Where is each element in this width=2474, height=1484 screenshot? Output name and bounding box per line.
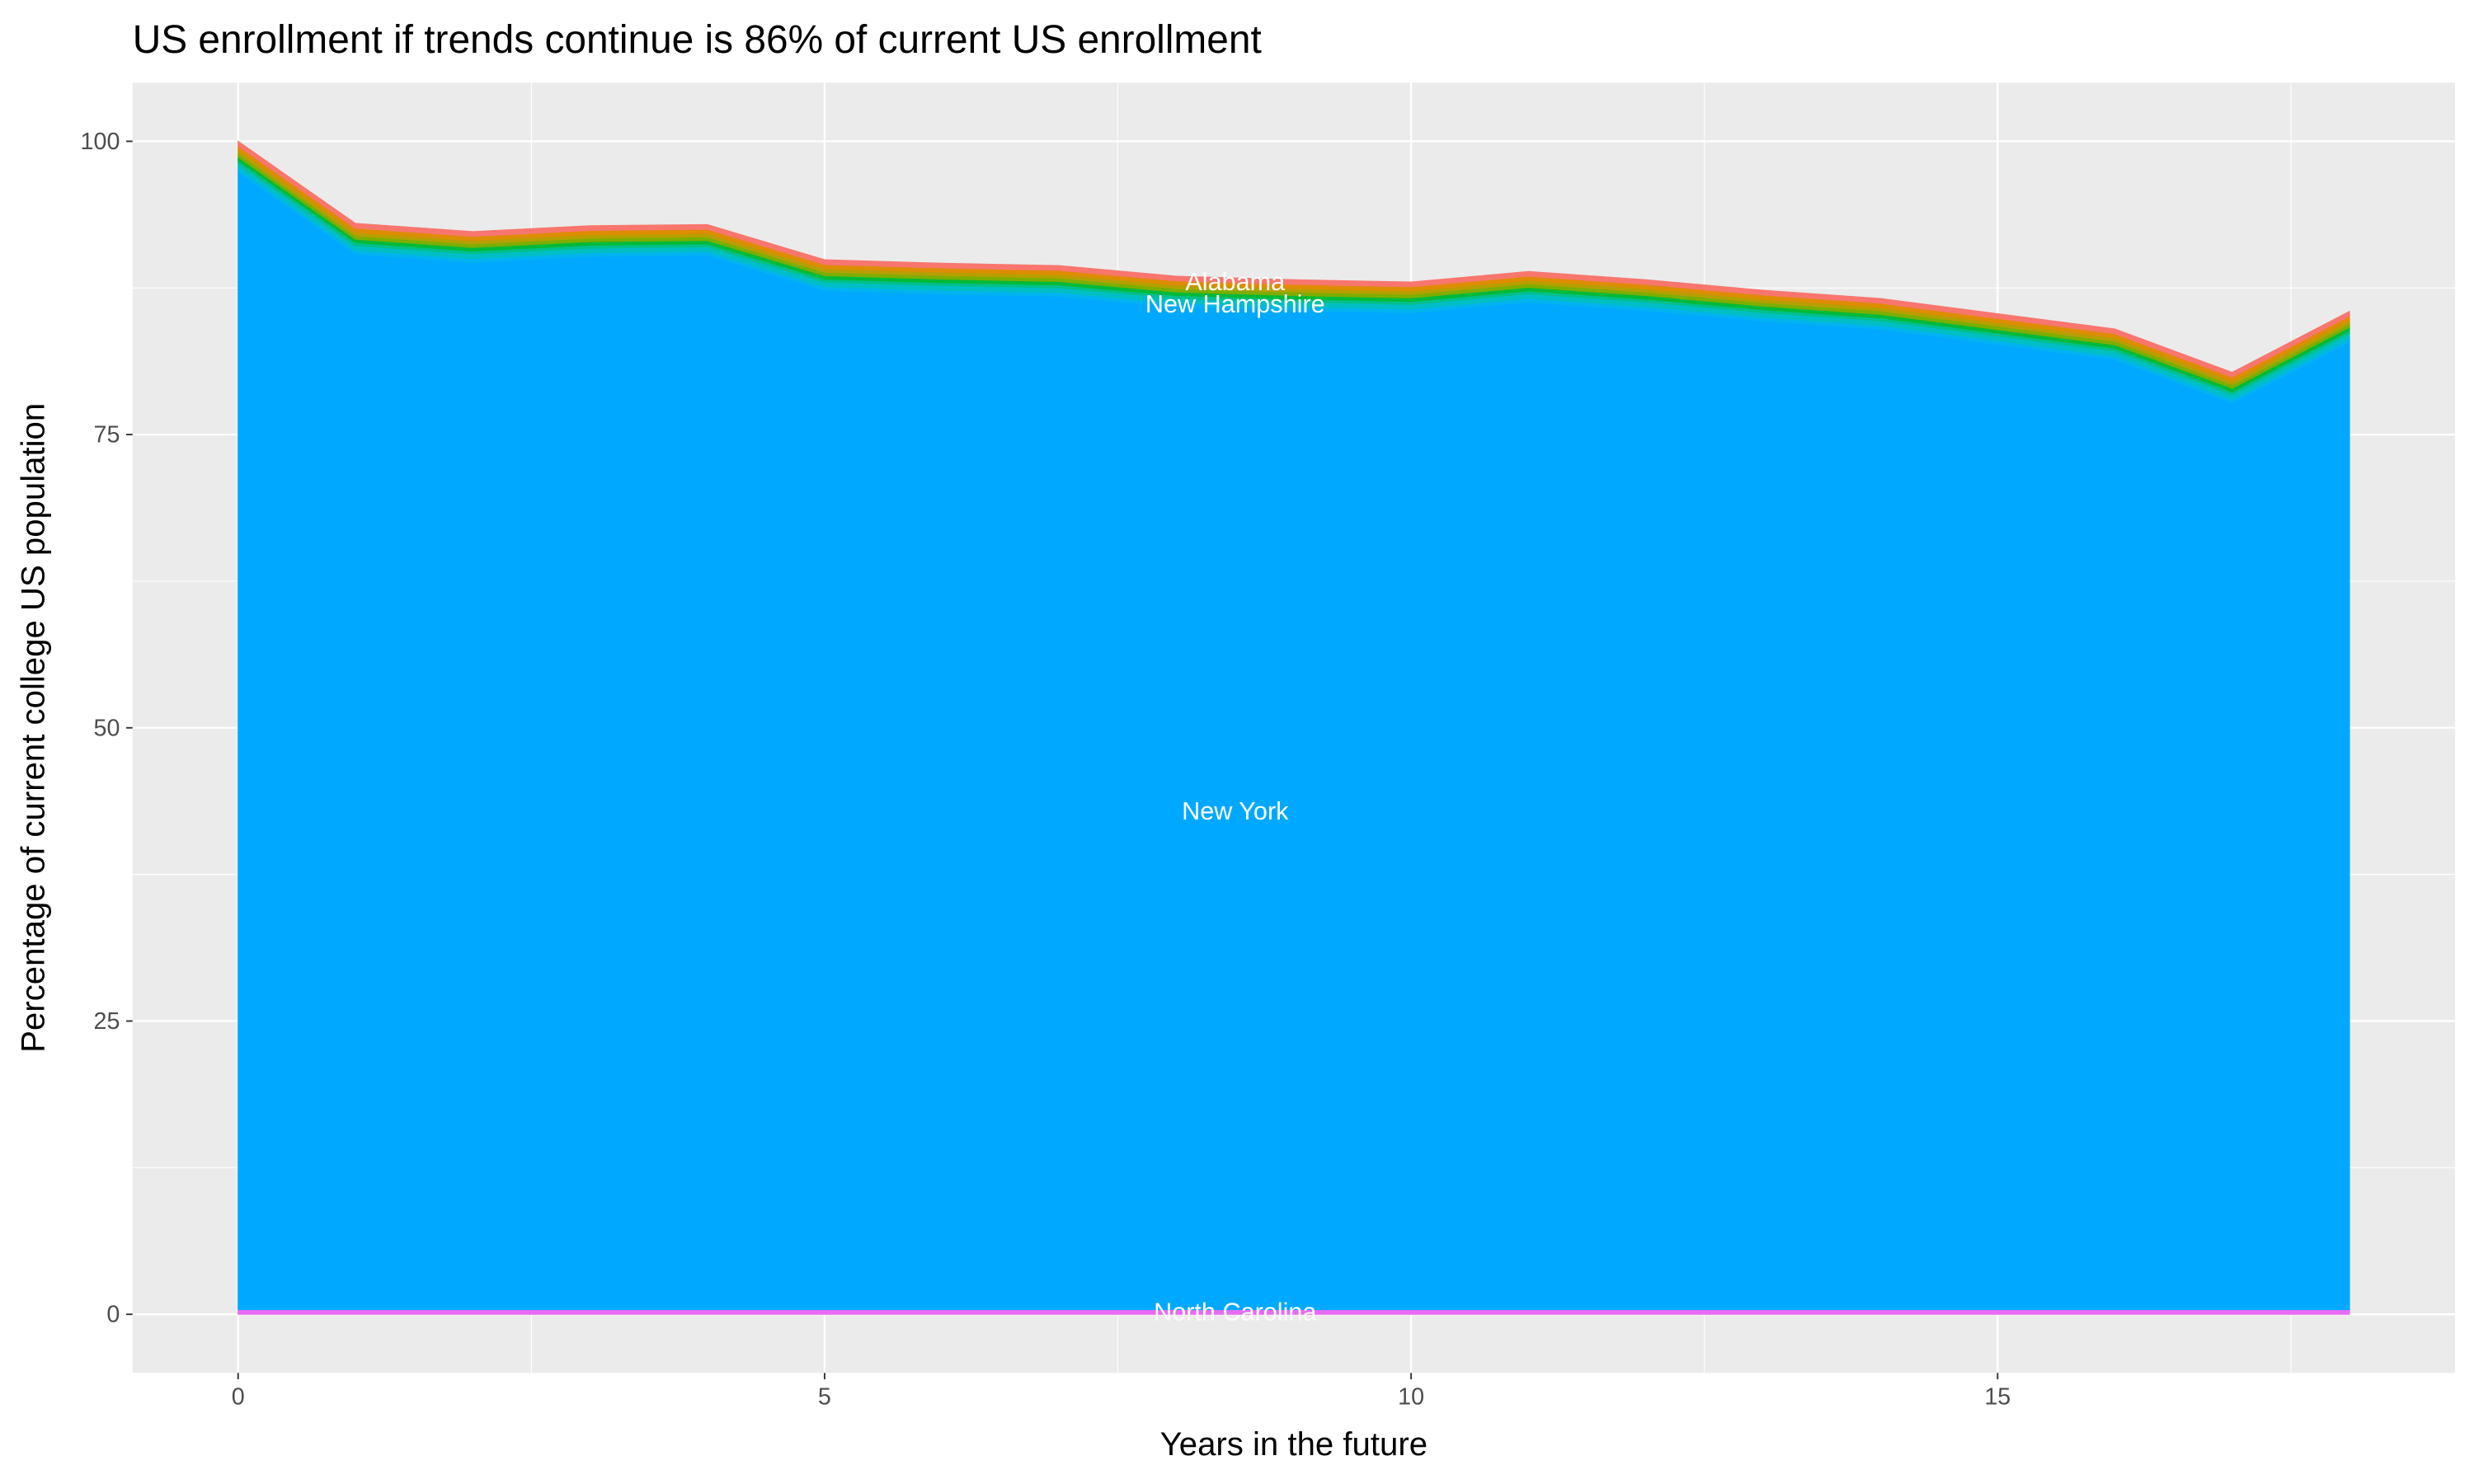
axis-ticks: 0 5 10 15 0 25 50 75 100 — [81, 129, 2011, 1411]
y-tick-label: 25 — [93, 1008, 120, 1035]
series-label: Alabama — [1185, 268, 1286, 296]
x-tick-label: 0 — [232, 1384, 245, 1411]
y-tick-label: 50 — [93, 715, 120, 741]
y-tick-label: 75 — [93, 422, 120, 448]
series-label: New York — [1182, 797, 1289, 825]
chart-title: US enrollment if trends continue is 86% … — [133, 18, 1262, 62]
series-label: North Carolina — [1154, 1298, 1317, 1326]
y-tick-label: 0 — [106, 1302, 120, 1328]
x-tick-label: 10 — [1398, 1384, 1424, 1411]
series-label: New Hampshire — [1145, 290, 1325, 318]
x-tick-label: 5 — [818, 1384, 831, 1411]
area-layers — [238, 140, 2350, 1315]
area-alabama — [238, 140, 2350, 378]
x-tick-label: 15 — [1984, 1384, 2011, 1411]
y-tick-label: 100 — [81, 129, 120, 155]
y-axis-title: Percentage of current college US populat… — [15, 403, 52, 1053]
x-axis-title: Years in the future — [1160, 1425, 1427, 1463]
series-labels: North Carolina New York New HampshireAlaba… — [1145, 268, 1325, 1326]
